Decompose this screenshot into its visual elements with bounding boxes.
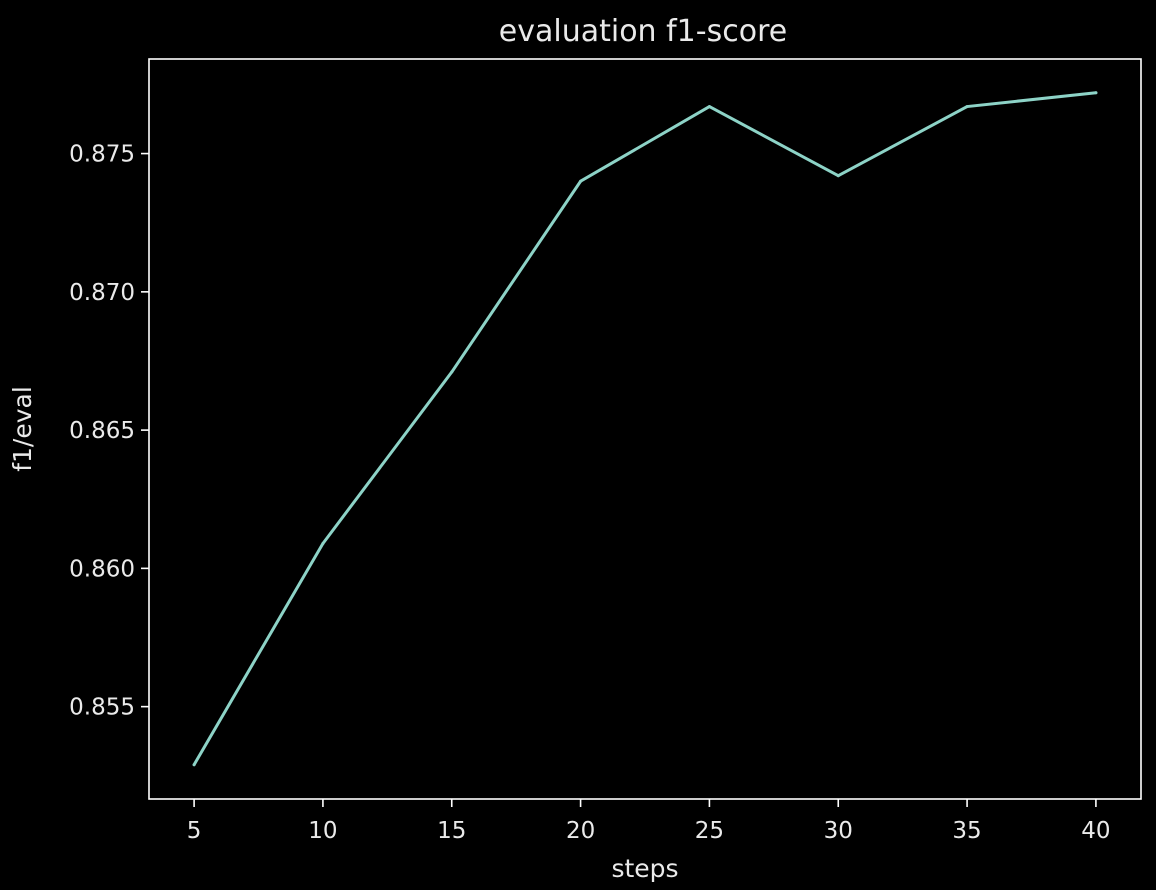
data-point (192, 763, 196, 767)
x-tick-label: 30 (824, 818, 853, 844)
x-tick-label: 15 (437, 818, 466, 844)
data-point (1094, 91, 1098, 95)
plot-area-frame (148, 58, 1142, 800)
data-point (579, 179, 583, 183)
x-axis: 5 10 15 20 25 30 35 40 (187, 799, 1111, 844)
data-point (450, 370, 454, 374)
x-tick-label: 5 (187, 818, 202, 844)
data-point (965, 105, 969, 109)
x-tick-label: 20 (566, 818, 595, 844)
data-point (707, 105, 711, 109)
x-tick-label: 40 (1081, 818, 1110, 844)
y-tick-label: 0.860 (69, 556, 135, 582)
series-line (192, 91, 1098, 767)
x-axis-label: steps (611, 854, 678, 883)
data-points (192, 91, 1098, 767)
x-tick-label: 35 (952, 818, 981, 844)
y-tick-label: 0.875 (69, 142, 135, 168)
x-tick-label: 10 (308, 818, 337, 844)
y-axis: 0.855 0.860 0.865 0.870 0.875 (69, 142, 149, 721)
y-tick-label: 0.870 (69, 280, 135, 306)
x-tick-label: 25 (695, 818, 724, 844)
chart-title: evaluation f1-score (499, 14, 787, 49)
y-axis-label: f1/eval (8, 386, 37, 472)
y-tick-label: 0.865 (69, 418, 135, 444)
data-point (321, 541, 325, 545)
data-point (836, 174, 840, 178)
y-tick-label: 0.855 (69, 695, 135, 721)
